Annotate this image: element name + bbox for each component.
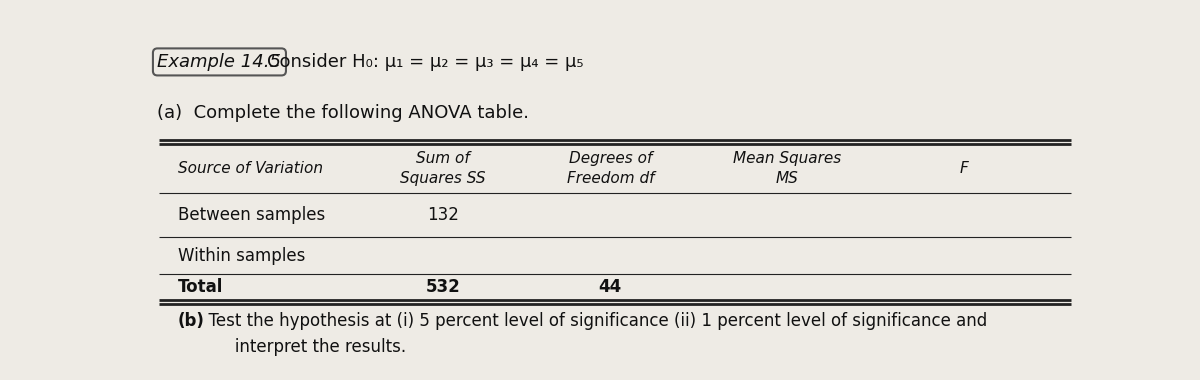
Text: Consider H₀: μ₁ = μ₂ = μ₃ = μ₄ = μ₅: Consider H₀: μ₁ = μ₂ = μ₃ = μ₄ = μ₅ — [268, 53, 583, 71]
Text: Total: Total — [178, 278, 223, 296]
Text: Between samples: Between samples — [178, 206, 325, 224]
Text: (b): (b) — [178, 312, 205, 330]
Text: Example 14.5: Example 14.5 — [157, 53, 282, 71]
Text: F: F — [959, 161, 968, 176]
Text: Within samples: Within samples — [178, 247, 305, 264]
Text: 132: 132 — [427, 206, 458, 224]
Text: Source of Variation: Source of Variation — [178, 161, 323, 176]
Text: Degrees of
Freedom df: Degrees of Freedom df — [566, 151, 654, 186]
Text: Test the hypothesis at (i) 5 percent level of significance (ii) 1 percent level : Test the hypothesis at (i) 5 percent lev… — [198, 312, 988, 356]
Text: Mean Squares
MS: Mean Squares MS — [733, 151, 841, 186]
Text: 44: 44 — [599, 278, 622, 296]
Text: (a)  Complete the following ANOVA table.: (a) Complete the following ANOVA table. — [157, 104, 529, 122]
Text: Sum of
Squares SS: Sum of Squares SS — [401, 151, 486, 186]
Text: 532: 532 — [426, 278, 461, 296]
